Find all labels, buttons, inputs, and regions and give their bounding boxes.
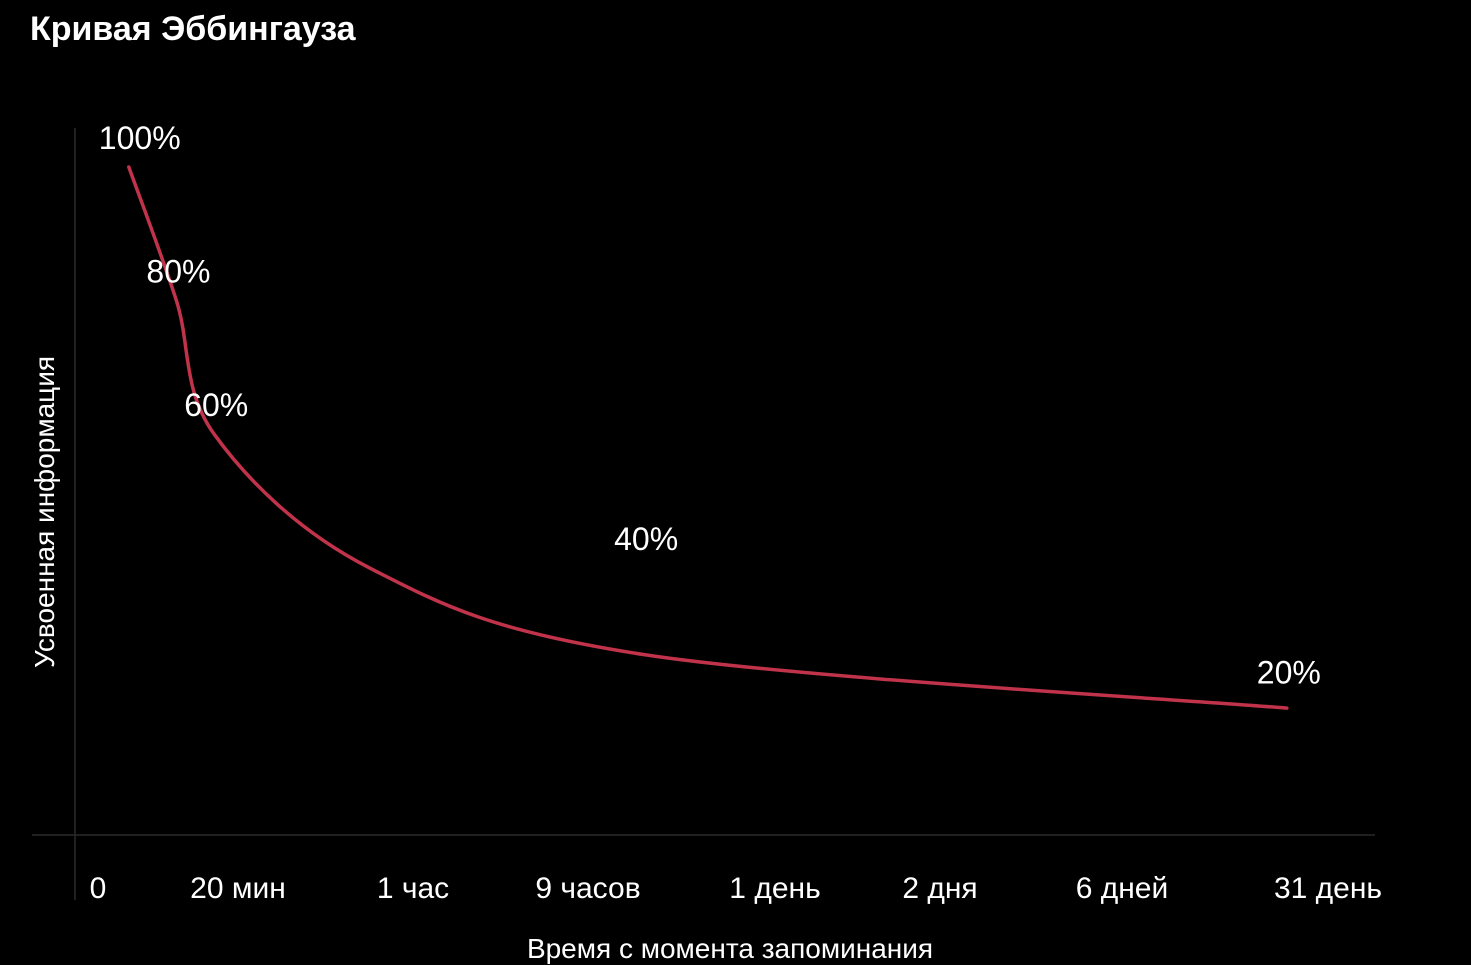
x-tick-label: 9 часов bbox=[535, 872, 640, 905]
data-label: 40% bbox=[614, 521, 678, 557]
x-tick-label: 2 дня bbox=[902, 872, 977, 905]
data-labels: 100% 80% 60% 40% 20% bbox=[99, 120, 1321, 690]
x-axis-title: Время с момента запоминания bbox=[527, 933, 933, 964]
chart-title: Кривая Эббингауза bbox=[30, 10, 356, 48]
data-label: 100% bbox=[99, 120, 181, 156]
x-tick-label: 20 мин bbox=[190, 872, 286, 905]
series-group bbox=[127, 165, 1289, 710]
x-tick-label: 1 день bbox=[729, 872, 820, 905]
data-label: 80% bbox=[146, 254, 210, 290]
x-tick-label: 6 дней bbox=[1076, 872, 1169, 905]
x-tick-labels: 0 20 мин 1 час 9 часов 1 день 2 дня 6 дней 31 д… bbox=[90, 872, 1382, 905]
y-axis-title: Усвоенная информация bbox=[29, 356, 60, 668]
x-tick-label: 1 час bbox=[377, 872, 449, 905]
data-label: 20% bbox=[1257, 654, 1321, 690]
data-label: 60% bbox=[184, 387, 248, 423]
series-line bbox=[127, 165, 1289, 710]
x-tick-label: 0 bbox=[90, 872, 107, 905]
x-tick-label: 31 день bbox=[1274, 872, 1382, 905]
